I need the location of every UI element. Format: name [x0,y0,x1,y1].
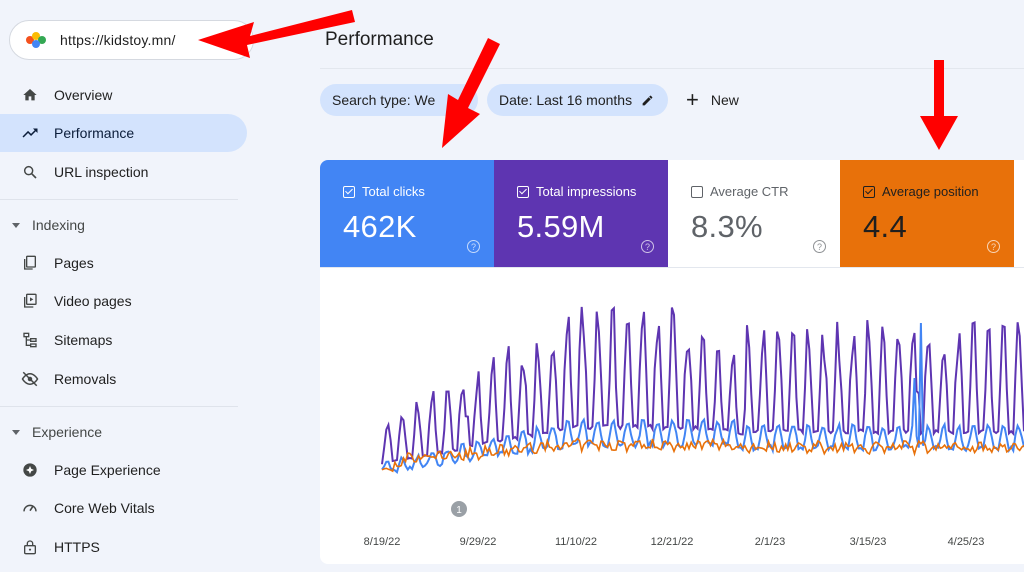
sidebar-item-label: Overview [54,87,113,103]
sidebar-item-label: Pages [54,255,94,271]
speedometer-icon [20,498,40,518]
new-filter-button[interactable]: + New [686,84,739,116]
sidebar-item-overview[interactable]: Overview [0,76,247,114]
sidebar-item-removals[interactable]: Removals [0,360,247,398]
property-selector[interactable]: https://kidstoy.mn/ [9,20,254,60]
section-indexing[interactable]: Indexing [12,213,85,237]
sidebar-item-label: Core Web Vitals [54,500,155,516]
help-icon[interactable]: ? [641,240,654,253]
section-experience[interactable]: Experience [12,420,102,444]
sidebar-item-label: Page Experience [54,462,161,478]
new-button-label: New [710,92,739,108]
metric-value: 8.3% [691,209,763,244]
site-favicon-icon [26,32,46,48]
home-icon [20,85,40,105]
edit-pencil-icon [641,94,654,107]
metric-average-position[interactable]: Average position 4.4 ? [840,160,1014,267]
sidebar-item-label: HTTPS [54,539,100,555]
x-axis-ticks: 8/19/22 9/29/22 11/10/22 12/21/22 2/1/23 3/15… [364,536,985,548]
search-type-filter-chip[interactable]: Search type: We [320,84,478,116]
sidebar-item-pages[interactable]: Pages [0,244,247,282]
series-line-impressions [381,305,1024,465]
section-title: Indexing [32,217,85,233]
metric-total-impressions[interactable]: Total impressions 5.59M ? [494,160,668,267]
x-tick-label: 4/25/23 [948,536,985,548]
help-icon[interactable]: ? [813,240,826,253]
annotation-marker-label: 1 [456,505,462,516]
sidebar-item-core-web-vitals[interactable]: Core Web Vitals [0,489,247,527]
metric-label: Average position [882,184,979,199]
sidebar: https://kidstoy.mn/ Overview Performance… [0,0,262,572]
sidebar-divider [0,406,238,407]
metric-value: 5.59M [517,209,605,244]
x-tick-label: 9/29/22 [460,536,497,548]
metric-label: Total impressions [536,184,637,199]
trending-up-icon [20,123,40,143]
sidebar-item-sitemaps[interactable]: Sitemaps [0,321,247,359]
metric-label: Average CTR [710,184,789,199]
metric-average-ctr[interactable]: Average CTR 8.3% ? [668,160,840,267]
search-icon [20,162,40,182]
x-tick-label: 8/19/22 [364,536,401,548]
metric-value: 462K [343,209,417,244]
help-icon[interactable]: ? [467,240,480,253]
x-tick-label: 11/10/22 [555,536,597,548]
annotation-marker[interactable]: 1 [451,501,467,517]
page-experience-icon [20,460,40,480]
chip-label: Search type: We [332,92,436,108]
header-divider [320,68,1024,69]
performance-chart[interactable]: 1 8/19/22 9/29/22 11/10/22 12/21/22 2/1/23 3/… [320,268,1024,564]
checkbox-unchecked-icon [691,185,703,198]
checkbox-checked-icon [343,185,355,198]
plus-icon: + [686,87,699,112]
sidebar-item-label: Removals [54,371,117,387]
sidebar-item-label: Performance [54,125,135,141]
property-url: https://kidstoy.mn/ [60,32,176,48]
x-tick-label: 2/1/23 [755,536,786,548]
metric-total-clicks[interactable]: Total clicks 462K ? [320,160,494,267]
help-icon[interactable]: ? [987,240,1000,253]
chevron-down-icon [12,429,20,435]
pages-icon [20,253,40,273]
checkbox-checked-icon [863,185,875,198]
chip-label: Date: Last 16 months [499,92,633,108]
sidebar-item-label: Sitemaps [54,332,113,348]
sidebar-item-video-pages[interactable]: Video pages [0,282,247,320]
red-arrow-icon [920,60,958,150]
series-line-position [381,437,1024,473]
x-tick-label: 3/15/23 [850,536,887,548]
metric-divider [320,267,1024,268]
chevron-down-icon [12,222,20,228]
x-tick-label: 12/21/22 [651,536,694,548]
sidebar-divider [0,199,238,200]
checkbox-checked-icon [517,185,529,198]
video-pages-icon [20,291,40,311]
sidebar-item-performance[interactable]: Performance [0,114,247,152]
sidebar-item-url-inspection[interactable]: URL inspection [0,153,247,191]
metric-label: Total clicks [362,184,425,199]
section-title: Experience [32,424,103,440]
performance-card: Total clicks 462K ? Total impressions 5.… [320,160,1024,564]
metric-value: 4.4 [863,209,907,244]
date-filter-chip[interactable]: Date: Last 16 months [487,84,668,116]
sidebar-item-label: URL inspection [54,164,149,180]
sidebar-item-https[interactable]: HTTPS [0,528,247,566]
sidebar-item-label: Video pages [54,293,132,309]
sidebar-item-page-experience[interactable]: Page Experience [0,451,247,489]
eye-off-icon [20,369,40,389]
sitemap-icon [20,330,40,350]
page-title: Performance [325,29,434,50]
lock-icon [20,537,40,557]
